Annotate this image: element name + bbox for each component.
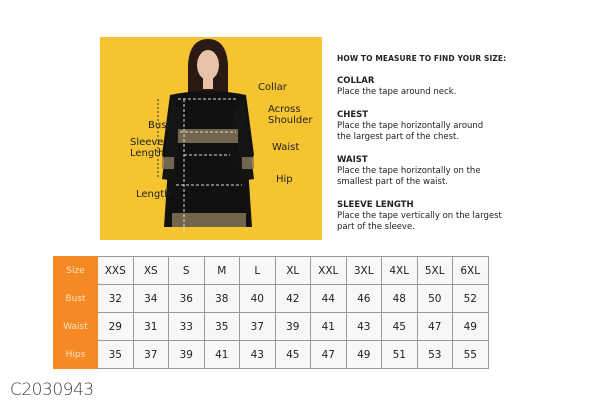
table-cell: 3XL [345, 256, 382, 285]
table-cell: XXL [310, 256, 347, 285]
table-cell: S [168, 256, 205, 285]
guide-collar: COLLAR Place the tape around neck. [337, 76, 577, 98]
table-row: Bust 32 34 36 38 40 42 44 46 48 50 52 [53, 284, 489, 313]
guide-sleeve-length: SLEEVE LENGTH Place the tape vertically o… [337, 200, 577, 233]
table-cell: 35 [203, 312, 240, 341]
table-cell: 43 [239, 340, 276, 369]
table-cell: 49 [452, 312, 489, 341]
table-cell: 39 [274, 312, 311, 341]
table-cell: 48 [381, 284, 418, 313]
table-cell: 31 [132, 312, 169, 341]
table-cell: M [203, 256, 240, 285]
table-cell: 38 [203, 284, 240, 313]
table-cell: XL [274, 256, 311, 285]
table-cell: 55 [452, 340, 489, 369]
table-row: Waist 29 31 33 35 37 39 41 43 45 47 49 [53, 312, 489, 341]
table-cell: 49 [345, 340, 382, 369]
table-cell: XS [132, 256, 169, 285]
table-cell: 47 [310, 340, 347, 369]
guide-waist: WAIST Place the tape horizontally on the … [337, 155, 577, 188]
table-cell: 52 [452, 284, 489, 313]
table-row: Size XXS XS S M L XL XXL 3XL 4XL 5XL 6XL [53, 256, 489, 285]
section-title: SLEEVE LENGTH [337, 200, 414, 210]
guide-chest: CHEST Place the tape horizontally around … [337, 110, 577, 143]
table-cell: 33 [168, 312, 205, 341]
section-title: WAIST [337, 155, 368, 165]
table-cell: 36 [168, 284, 205, 313]
table-cell: 39 [168, 340, 205, 369]
table-cell: 43 [345, 312, 382, 341]
table-cell: XXS [97, 256, 134, 285]
table-cell: 41 [203, 340, 240, 369]
table-cell: 45 [274, 340, 311, 369]
table-cell: 32 [97, 284, 134, 313]
table-cell: 47 [416, 312, 453, 341]
table-cell: 40 [239, 284, 276, 313]
label-hip: Hip [276, 174, 293, 185]
section-desc: Place the tape horizontally around the l… [337, 121, 484, 142]
label-sleeve-length: Sleeve Length [130, 137, 165, 159]
section-desc: Place the tape around neck. [337, 87, 457, 97]
size-chart-table: Size XXS XS S M L XL XXL 3XL 4XL 5XL 6XL Bust 32 34 36 3… [53, 256, 489, 369]
label-bust: Bust [148, 120, 171, 131]
section-desc: Place the tape horizontally on the small… [337, 166, 481, 187]
model-illustration [157, 39, 254, 232]
table-cell: 4XL [381, 256, 418, 285]
table-cell: 6XL [452, 256, 489, 285]
label-length: Length [136, 189, 171, 200]
table-cell: 35 [97, 340, 134, 369]
table-cell: 29 [97, 312, 134, 341]
section-title: CHEST [337, 110, 369, 120]
product-code: C2030943 [10, 380, 94, 400]
table-cell: 37 [132, 340, 169, 369]
table-cell: 51 [381, 340, 418, 369]
table-cell: 45 [381, 312, 418, 341]
label-across-shoulder: Across Shoulder [268, 104, 313, 126]
table-cell: 37 [239, 312, 276, 341]
table-cell: 53 [416, 340, 453, 369]
label-collar: Collar [258, 82, 287, 93]
section-title: COLLAR [337, 76, 375, 86]
section-desc: Place the tape vertically on the largest… [337, 211, 502, 232]
row-header: Size [53, 256, 98, 285]
guide-title: HOW TO MEASURE TO FIND YOUR SIZE: [337, 54, 507, 63]
table-cell: 41 [310, 312, 347, 341]
table-row: Hips 35 37 39 41 43 45 47 49 51 53 55 [53, 340, 489, 369]
table-cell: 44 [310, 284, 347, 313]
table-cell: 46 [345, 284, 382, 313]
model-photo: Collar Across Shoulder Bust Sleeve Lengt… [100, 37, 322, 240]
table-cell: L [239, 256, 276, 285]
table-cell: 5XL [416, 256, 453, 285]
table-cell: 42 [274, 284, 311, 313]
table-cell: 34 [132, 284, 169, 313]
table-cell: 50 [416, 284, 453, 313]
row-header: Waist [53, 312, 98, 341]
measuring-guide: HOW TO MEASURE TO FIND YOUR SIZE: COLLAR… [337, 54, 577, 245]
row-header: Bust [53, 284, 98, 313]
row-header: Hips [53, 340, 98, 369]
label-waist: Waist [272, 142, 300, 153]
